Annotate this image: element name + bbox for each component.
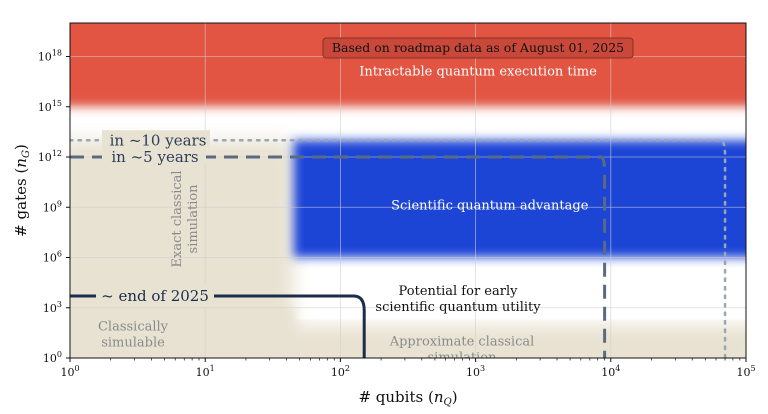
region-layer <box>70 23 746 358</box>
x-tick-label: 105 <box>736 364 755 379</box>
region-label-approx-2: simulation <box>427 350 497 365</box>
region-text-layer: Intractable quantum execution time Scien… <box>96 64 597 365</box>
region-label-exact-1: Exact classical <box>170 170 185 267</box>
y-tick-label: 100 <box>43 350 62 365</box>
x-tick-label: 103 <box>466 364 485 379</box>
region-label-classically-2: simulable <box>101 336 165 351</box>
series-label-5-years: in ~5 years <box>111 148 198 166</box>
region-label-exact: Exact classical simulation <box>170 170 201 267</box>
region-scientific-quantum-advantage <box>293 140 746 258</box>
x-tick-label: 104 <box>601 364 620 379</box>
y-axis-ticks: 100 103 106 109 1012 1015 1018 <box>38 49 70 365</box>
y-tick-label: 106 <box>43 250 62 265</box>
series-label-background <box>102 147 206 165</box>
series-line-solid <box>70 294 366 358</box>
region-label-intractable: Intractable quantum execution time <box>359 64 597 79</box>
series-line-dashed <box>70 155 607 358</box>
y-tick-label: 1015 <box>38 99 62 114</box>
y-tick-label: 1012 <box>38 149 62 164</box>
series-label-2025: ~ end of 2025 <box>101 287 209 305</box>
grid-lines <box>70 23 746 358</box>
region-label-utility-1: Potential for early <box>399 284 519 299</box>
y-tick-label: 109 <box>43 199 62 214</box>
series-layer <box>70 139 727 358</box>
region-label-approx-1: Approximate classical <box>389 334 535 349</box>
region-label-advantage: Scientific quantum advantage <box>391 198 589 213</box>
region-label-exact-2: simulation <box>186 184 201 254</box>
x-tick-label: 101 <box>196 364 215 379</box>
y-axis-title: # gates (nG) <box>12 144 32 237</box>
plot-area: Intractable quantum execution time Scien… <box>70 23 746 365</box>
region-intractable-quantum-execution-time <box>70 23 746 107</box>
region-label-utility-2: scientific quantum utility <box>375 300 541 315</box>
series-label-background <box>102 130 210 149</box>
series-label-10-years: in ~10 years <box>110 131 207 149</box>
region-classically-simulable <box>70 307 294 358</box>
series-label-background <box>96 285 214 308</box>
x-tick-label: 102 <box>331 364 350 379</box>
annotation-box-background <box>322 37 634 59</box>
x-axis-title: # qubits (nQ) <box>358 388 457 408</box>
y-tick-label: 103 <box>43 300 62 315</box>
plot-frame <box>69 22 747 359</box>
x-tick-label: 100 <box>60 364 79 379</box>
series-line-dotted <box>70 139 727 358</box>
annotation-box: Based on roadmap data as of August 01, 2… <box>322 37 634 59</box>
annotation-box-text: Based on roadmap data as of August 01, 2… <box>332 40 624 55</box>
y-tick-label: 1018 <box>38 49 62 64</box>
region-label-classically-1: Classically <box>98 320 169 335</box>
x-axis-ticks: 100 101 102 103 104 105 <box>60 358 756 379</box>
